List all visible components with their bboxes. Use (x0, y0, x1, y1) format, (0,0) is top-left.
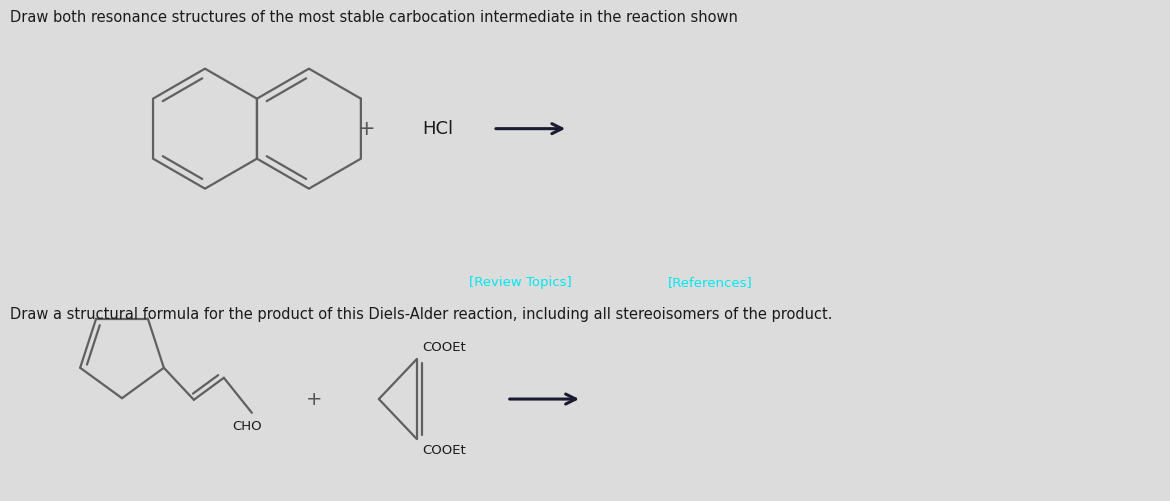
Text: Draw a structural formula for the product of this Diels-Alder reaction, includin: Draw a structural formula for the produc… (11, 307, 833, 322)
Text: +: + (305, 390, 322, 408)
Text: [Review Topics]: [Review Topics] (469, 276, 571, 289)
Text: [References]: [References] (668, 276, 752, 289)
Text: CHO: CHO (232, 420, 262, 433)
Text: HCl: HCl (422, 120, 454, 138)
Text: +: + (357, 119, 374, 139)
Text: COOEt: COOEt (422, 341, 466, 354)
Text: Draw both resonance structures of the most stable carbocation intermediate in th: Draw both resonance structures of the mo… (11, 10, 738, 25)
Text: COOEt: COOEt (422, 444, 466, 457)
